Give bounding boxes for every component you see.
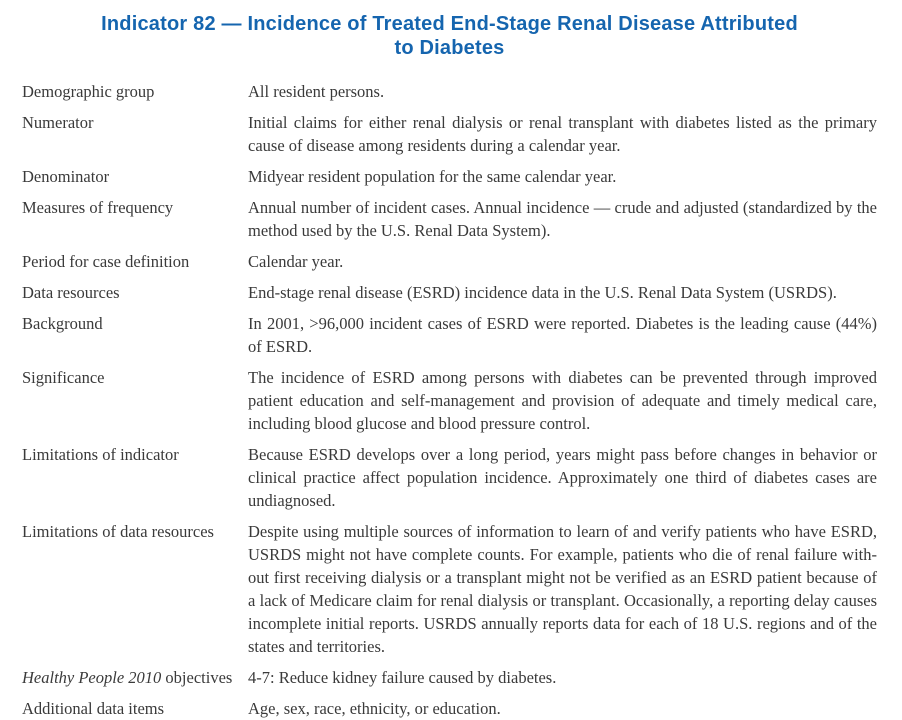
row-value: All resident persons. bbox=[248, 82, 385, 101]
row-label: Significance bbox=[22, 366, 248, 435]
definition-row: Healthy People 2010 objectives 4-7: Redu… bbox=[22, 666, 877, 689]
row-value: 4-7: Reduce kidney failure caused by dia… bbox=[248, 668, 557, 687]
row-label: Numerator bbox=[22, 111, 248, 157]
document-page: Indicator 82 — Incidence of Treated End-… bbox=[22, 13, 877, 718]
row-label-text: Denominator bbox=[22, 167, 110, 186]
row-value: Initial claims for either renal dialysis… bbox=[248, 113, 877, 155]
row-label-text: Significance bbox=[22, 368, 105, 387]
row-label: Data resources bbox=[22, 281, 248, 304]
row-label-text: Background bbox=[22, 314, 103, 333]
definition-table: Demographic group All resident persons. … bbox=[22, 80, 877, 720]
row-label-text: Demographic group bbox=[22, 82, 155, 101]
row-label: Demographic group bbox=[22, 80, 248, 103]
row-value: In 2001, >96,000 incident cases of ESRD … bbox=[248, 314, 877, 356]
row-label: Limitations of indicator bbox=[22, 443, 248, 512]
row-label: Background bbox=[22, 312, 248, 358]
row-label-text: Data resources bbox=[22, 283, 120, 302]
definition-row: Significance The incidence of ESRD among… bbox=[22, 366, 877, 435]
definition-row: Additional data items Age, sex, race, et… bbox=[22, 697, 877, 720]
row-label: Healthy People 2010 objectives bbox=[22, 666, 248, 689]
row-value: Calendar year. bbox=[248, 252, 344, 271]
row-value: End-stage renal disease (ESRD) incidence… bbox=[248, 283, 837, 302]
page-title: Indicator 82 — Incidence of Treated End-… bbox=[101, 13, 798, 59]
row-label-italic: Healthy People 2010 bbox=[22, 668, 162, 687]
row-label-text: Numerator bbox=[22, 113, 94, 132]
definition-row: Numerator Initial claims for either rena… bbox=[22, 111, 877, 157]
definition-row: Measures of frequency Annual number of i… bbox=[22, 196, 877, 242]
row-label-text: objectives bbox=[161, 668, 233, 687]
row-value: Despite using multiple sources of inform… bbox=[248, 522, 877, 656]
definition-row: Data resources End-stage renal disease (… bbox=[22, 281, 877, 304]
definition-row: Limitations of data resources Despite us… bbox=[22, 520, 877, 658]
row-label-text: Measures of frequency bbox=[22, 198, 174, 217]
definition-row: Background In 2001, >96,000 incident cas… bbox=[22, 312, 877, 358]
row-value: Midyear resident population for the same… bbox=[248, 167, 617, 186]
row-value: Age, sex, race, ethnicity, or education. bbox=[248, 699, 501, 718]
row-label-text: Period for case definition bbox=[22, 252, 190, 271]
row-value: Annual number of incident cases. Annual … bbox=[248, 198, 877, 240]
row-label: Limitations of data resources bbox=[22, 520, 248, 658]
row-label: Additional data items bbox=[22, 697, 248, 720]
row-value: The incidence of ESRD among persons with… bbox=[248, 368, 877, 433]
row-label: Measures of frequency bbox=[22, 196, 248, 242]
definition-row: Demographic group All resident persons. bbox=[22, 80, 877, 103]
row-label: Denominator bbox=[22, 165, 248, 188]
row-label: Period for case definition bbox=[22, 250, 248, 273]
definition-row: Period for case definition Calendar year… bbox=[22, 250, 877, 273]
definition-row: Denominator Midyear resident population … bbox=[22, 165, 877, 188]
definition-row: Limitations of indicator Because ESRD de… bbox=[22, 443, 877, 512]
row-label-text: Limitations of data resources bbox=[22, 522, 214, 541]
row-value: Because ESRD develops over a long period… bbox=[248, 445, 877, 510]
row-label-text: Additional data items bbox=[22, 699, 165, 718]
row-label-text: Limitations of indicator bbox=[22, 445, 179, 464]
